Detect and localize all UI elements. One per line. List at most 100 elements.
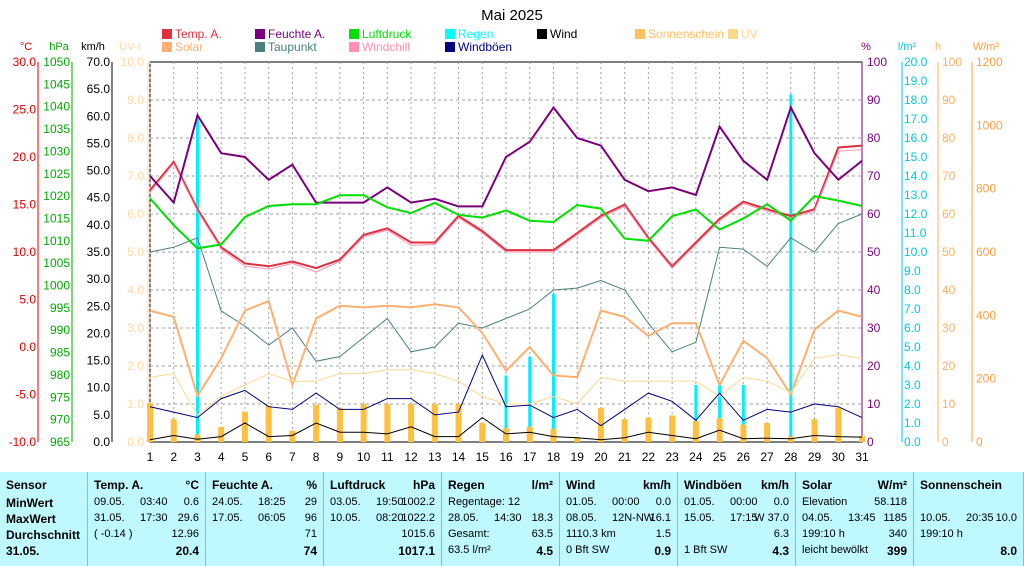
stats-cell: MinWert xyxy=(6,496,54,510)
axis-title-uv: UV-I xyxy=(119,41,140,53)
stats-panel-title: Temp. A. xyxy=(94,478,144,492)
stats-cell: ( -0.14 ) xyxy=(94,528,133,540)
stats-cell: Elevation xyxy=(802,496,848,508)
x-tick-label: 13 xyxy=(428,450,442,464)
sunshine-bar xyxy=(764,423,771,442)
stats-cell: 03:40 xyxy=(140,496,168,508)
sunshine-bar xyxy=(265,405,272,442)
rain-bar xyxy=(789,94,793,443)
chart-title: Mai 2025 xyxy=(481,7,543,24)
stats-cell: 17.05. xyxy=(212,512,243,524)
stats-cell: 31.05. xyxy=(94,512,125,524)
axis-title-sun: h xyxy=(935,41,941,53)
axis-tick-temp: 0.0 xyxy=(19,340,36,354)
stats-cell: 4.5 xyxy=(536,544,553,558)
stats-cell: 1017.1 xyxy=(398,544,435,558)
stats-cell: 6.3 xyxy=(773,528,789,540)
axis-tick-hum: 30 xyxy=(867,321,881,335)
sunshine-bar xyxy=(859,435,865,442)
axis-tick-press: 990 xyxy=(50,323,70,337)
legend-swatch xyxy=(255,29,265,39)
legend-swatch xyxy=(162,42,172,52)
sunshine-bar xyxy=(740,424,747,442)
sunshine-bar xyxy=(645,417,652,442)
axis-tick-rain: 18.0 xyxy=(904,93,928,107)
axis-tick-rain: 16.0 xyxy=(904,131,928,145)
series-line-solar xyxy=(149,299,863,399)
sunshine-bar xyxy=(811,419,818,442)
stats-cell: 10.0 xyxy=(995,512,1017,524)
axis-tick-wind: 55.0 xyxy=(87,136,111,150)
x-tick-label: 15 xyxy=(476,450,490,464)
axis-tick-sun: 10 xyxy=(942,397,956,411)
sunshine-bar xyxy=(669,415,676,442)
axis-tick-wind: 50.0 xyxy=(87,164,111,178)
stats-panel-title: Regen xyxy=(448,478,485,492)
axis-tick-wind: 15.0 xyxy=(87,354,111,368)
axis-tick-rain: 15.0 xyxy=(904,150,928,164)
stats-cell: 58.118 xyxy=(874,496,907,508)
x-tick-label: 12 xyxy=(404,450,418,464)
sunshine-bar xyxy=(621,419,628,442)
stats-cell: 28.05. xyxy=(448,512,479,524)
stats-panel-unit: l/m² xyxy=(531,478,553,492)
stats-cell: 14:30 xyxy=(494,512,522,524)
axis-tick-rain: 14.0 xyxy=(904,169,928,183)
axis-tick-rain: 8.0 xyxy=(904,283,921,297)
rain-bar xyxy=(504,375,508,442)
x-tick-label: 17 xyxy=(523,450,537,464)
stats-panel: Feuchte A.% 24.05. 18:25 29 17.05. 06:05 96 71 7… xyxy=(206,472,324,566)
x-tick-label: 3 xyxy=(194,450,201,464)
legend-label: Feuchte A. xyxy=(268,27,325,41)
stats-panel: Regen l/m² Regentage: 12 28.05. 14:30 18.3 Ges… xyxy=(442,472,560,566)
stats-cell: Durchschnitt xyxy=(6,528,81,542)
x-tick-label: 20 xyxy=(594,450,608,464)
axis-tick-hum: 100 xyxy=(867,55,887,69)
axis-tick-press: 965 xyxy=(50,435,70,449)
axis-tick-rain: 2.0 xyxy=(904,397,921,411)
axis-tick-hum: 60 xyxy=(867,207,881,221)
axis-tick-uv: 7.0 xyxy=(127,169,144,183)
axis-tick-solar: 200 xyxy=(976,372,996,386)
axis-tick-hum: 0 xyxy=(867,435,874,449)
stats-cell: 0.9 xyxy=(654,544,671,558)
axis-tick-press: 1010 xyxy=(43,234,70,248)
x-tick-label: 18 xyxy=(547,450,561,464)
axis-title-rain: l/m² xyxy=(898,41,917,53)
axis-tick-sun: 80 xyxy=(942,131,956,145)
x-tick-label: 24 xyxy=(689,450,703,464)
stats-cell: 01.05. xyxy=(684,496,715,508)
sunshine-bar xyxy=(336,407,343,442)
stats-panel: Sensor MinWert MaxWert Durchschnitt 31.05. xyxy=(0,472,88,566)
axis-tick-uv: 10.0 xyxy=(121,55,145,69)
axis-tick-wind: 10.0 xyxy=(87,381,111,395)
legend-label: Temp. A. xyxy=(175,27,222,41)
stats-panel: Sonnenschein 10.05. 20:35 10.0 199:10 h 8.0 xyxy=(914,472,1024,566)
rain-bar xyxy=(741,385,745,442)
rain-bar xyxy=(694,385,698,442)
legend-label: Windchill xyxy=(362,40,410,54)
x-tick-label: 31 xyxy=(855,450,869,464)
legend-label: Sonnenschein xyxy=(648,27,724,41)
axis-tick-uv: 9.0 xyxy=(127,93,144,107)
stats-cell: 0.0 xyxy=(655,496,671,508)
axis-tick-rain: 17.0 xyxy=(904,112,928,126)
axis-tick-press: 1030 xyxy=(43,144,70,158)
axis-tick-uv: 1.0 xyxy=(127,397,144,411)
axis-tick-uv: 5.0 xyxy=(127,245,144,259)
stats-cell: 18:25 xyxy=(258,496,286,508)
axis-tick-hum: 90 xyxy=(867,93,881,107)
stats-cell: 63.5 xyxy=(531,528,553,540)
stats-cell: 399 xyxy=(886,544,907,558)
sunshine-bar xyxy=(479,423,486,442)
axis-tick-rain: 5.0 xyxy=(904,340,921,354)
axis-tick-hum: 20 xyxy=(867,359,881,373)
sunshine-bar xyxy=(289,430,296,442)
axis-tick-rain: 20.0 xyxy=(904,55,928,69)
axis-tick-wind: 25.0 xyxy=(87,299,111,313)
stats-cell: 29.6 xyxy=(177,512,199,524)
stats-cell: 18.3 xyxy=(531,512,553,524)
stats-panel-title: Solar xyxy=(802,478,833,492)
stats-cell: 1.5 xyxy=(655,528,671,540)
x-tick-label: 21 xyxy=(618,450,632,464)
